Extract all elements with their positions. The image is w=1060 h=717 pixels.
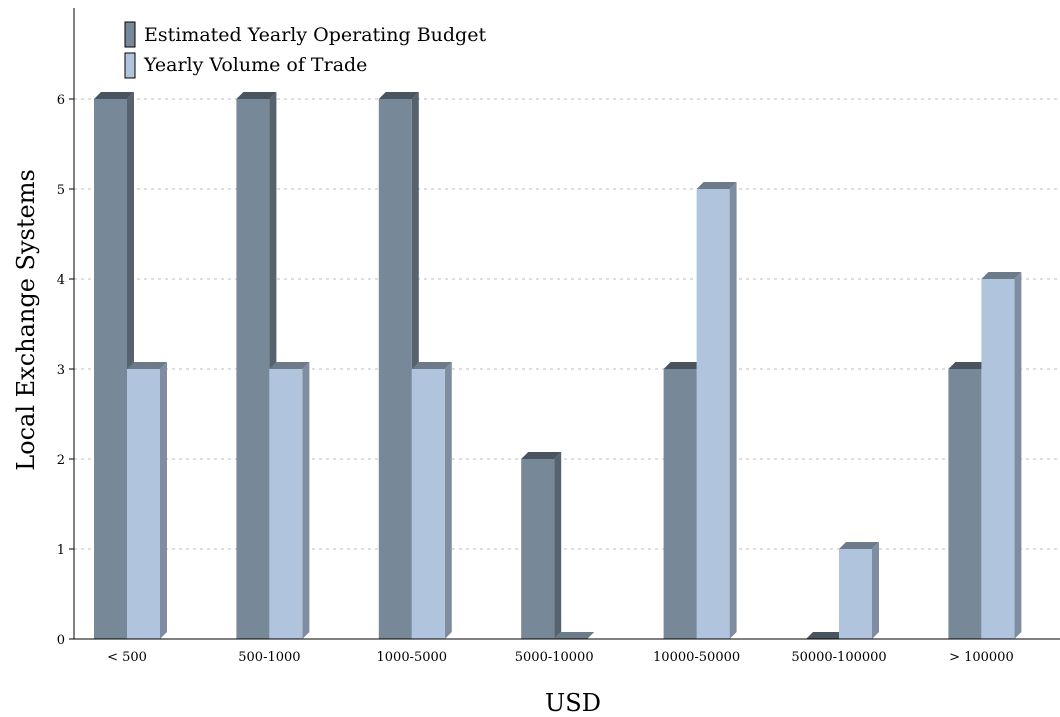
x-tick-label: 1000-5000 [377, 650, 448, 665]
y-tick-label: 5 [57, 183, 65, 198]
bar [94, 92, 134, 639]
legend: Estimated Yearly Operating Budget Yearly… [124, 21, 486, 79]
x-tick-label: 10000-50000 [653, 650, 740, 665]
bar-front [663, 369, 697, 639]
bar-top [554, 632, 595, 639]
bar-side [872, 542, 879, 639]
bar-top [663, 362, 704, 369]
bar [806, 632, 846, 639]
x-tick-label: 50000-100000 [791, 650, 886, 665]
bar-front [378, 99, 412, 639]
bar-side [160, 362, 167, 639]
x-tick-label: 5000-10000 [515, 650, 594, 665]
bar-top [806, 632, 846, 639]
bar-front [127, 369, 160, 639]
bar [554, 632, 595, 639]
bar-top [127, 362, 167, 369]
bar-top [269, 362, 310, 369]
bar-top [521, 452, 562, 459]
bar-top [94, 92, 134, 99]
bar-front [948, 369, 982, 639]
bar [411, 362, 452, 639]
bar [378, 92, 419, 639]
y-tick-label: 1 [57, 543, 65, 558]
bar-front [981, 279, 1015, 639]
bar [981, 272, 1022, 639]
bar-front [411, 369, 445, 639]
y-tick-label: 0 [57, 633, 65, 648]
bar-top [378, 92, 419, 99]
bar-top [411, 362, 452, 369]
x-tick-label: > 100000 [949, 650, 1014, 665]
bar [521, 452, 562, 639]
y-tick-label: 4 [57, 273, 65, 288]
bar-side [302, 362, 310, 639]
bar-side [1014, 272, 1022, 639]
bar-front [269, 369, 303, 639]
bar-top [236, 92, 277, 99]
bar-side [444, 362, 452, 639]
bar-top [839, 542, 879, 549]
bar-top [948, 362, 989, 369]
y-axis-ticks: 0 1 2 3 4 5 6 [57, 93, 74, 648]
bar-top [696, 182, 737, 189]
y-tick-label: 2 [57, 453, 65, 468]
legend-swatch-trade [124, 52, 136, 79]
bar-front [521, 459, 555, 639]
bar-front [94, 99, 127, 639]
y-axis-title: Local Exchange Systems [12, 169, 40, 471]
legend-label-budget: Estimated Yearly Operating Budget [144, 24, 486, 46]
bars [94, 92, 1022, 639]
bar [269, 362, 310, 639]
bar-front [236, 99, 270, 639]
bar-front [696, 189, 730, 639]
bar-front [839, 549, 872, 639]
x-axis-title: USD [545, 689, 601, 717]
x-tick-label: 500-1000 [238, 650, 300, 665]
legend-swatch-budget [124, 21, 136, 48]
bar [839, 542, 879, 639]
bar-top [981, 272, 1022, 279]
y-tick-label: 3 [57, 363, 65, 378]
grid-lines [74, 98, 1060, 550]
bar-side [729, 182, 737, 639]
legend-label-trade: Yearly Volume of Trade [143, 54, 367, 76]
bar-side [554, 452, 562, 639]
x-axis-ticks: < 500 500-1000 1000-5000 5000-10000 10000-50… [107, 650, 1014, 665]
x-tick-label: < 500 [107, 650, 147, 665]
bar [127, 362, 167, 639]
y-tick-label: 6 [57, 93, 65, 108]
bar [696, 182, 737, 639]
